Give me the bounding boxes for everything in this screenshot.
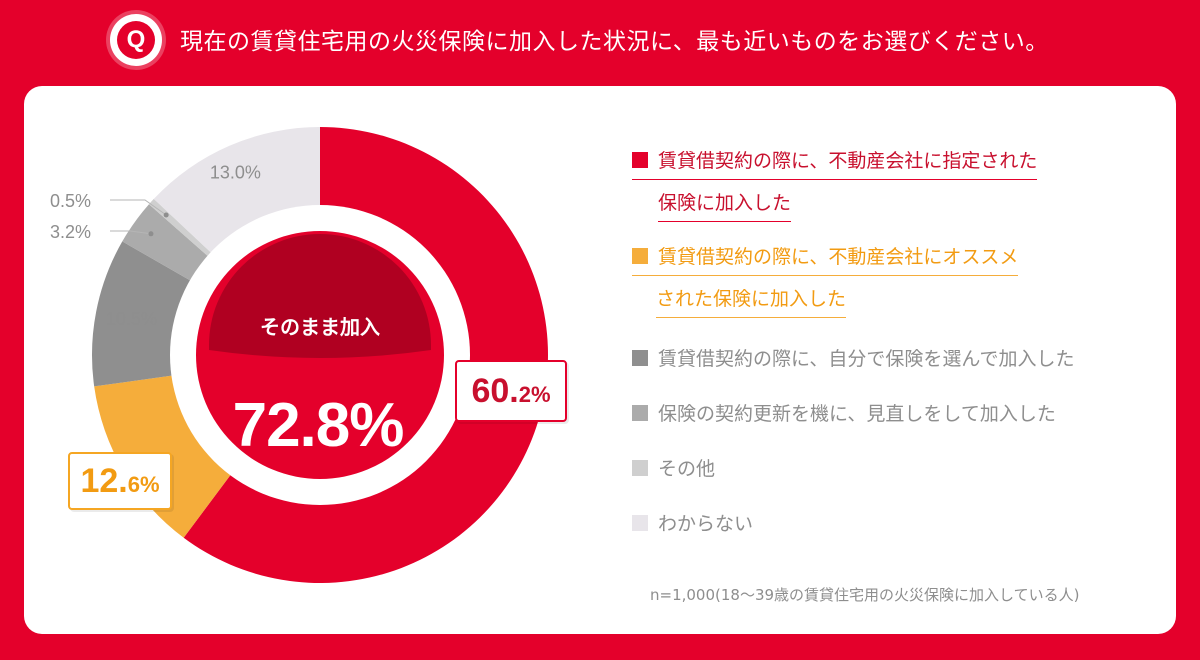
legend-swatch [632,459,648,476]
legend-label: 保険の契約更新を機に、見直しをして加入した [658,403,1056,425]
donut-slice [183,127,548,584]
donut-slice [92,241,192,387]
center-label-cap [209,234,431,358]
legend-item-self-selected: 賃貸借契約の際に、自分で保険を選んで加入した [632,344,1074,371]
legend-swatch [632,151,648,168]
slice-label: 13.0% [210,162,261,182]
legend-item-other: その他 [632,454,715,481]
callout-orange-small: 6% [127,472,160,497]
legend-swatch [632,514,648,531]
legend-label-cont: された保険に加入した [656,288,847,310]
legend-item-renewal: 保険の契約更新を機に、見直しをして加入した [632,399,1056,426]
legend-item-unknown: わからない [632,509,753,536]
leader-dot [163,212,169,218]
question-header: Q 現在の賃貸住宅用の火災保険に加入した状況に、最も近いものをお選びください。 [0,0,1200,86]
slice-labels: 13.0% 10.5% 0.5% 3.2% [50,162,261,329]
slice-label: 3.2% [50,222,91,242]
leader-line [110,199,167,216]
sample-note: n=1,000(18〜39歳の賃貸住宅用の火災保険に加入している人) [650,586,1080,604]
slice-label: 10.5% [106,309,157,329]
legend-label-cont: 保険に加入した [658,192,792,214]
callout-red-big: 60. [471,372,519,410]
legend-item-recommended: 賃貸借契約の際に、不動産会社にオススメ された保険に加入した [632,242,1019,318]
callout-orange-big: 12. [80,462,128,500]
legend-label: 賃貸借契約の際に、自分で保険を選んで加入した [658,348,1075,370]
center-value: 72.8% [233,391,404,460]
legend-swatch [632,247,648,264]
legend-swatch [632,349,648,366]
q-letter: Q [117,21,155,59]
slice-label: 0.5% [50,191,91,211]
q-badge-icon: Q [110,14,162,66]
legend-label: わからない [658,513,754,535]
donut-slice [122,204,209,282]
center-label: そのまま加入 [260,315,380,339]
callout-orange: 12.6% [68,452,172,510]
legend-label: 賃貸借契約の際に、不動産会社に指定された [658,150,1038,172]
question-text: 現在の賃貸住宅用の火災保険に加入した状況に、最も近いものをお選びください。 [180,29,1049,55]
legend-item-designated: 賃貸借契約の際に、不動産会社に指定された 保険に加入した [632,146,1038,222]
legend-label: その他 [658,458,716,480]
legend-swatch [632,404,648,421]
leader-line [110,230,152,235]
legend-label: 賃貸借契約の際に、不動産会社にオススメ [658,246,1019,268]
leader-lines [110,199,169,237]
leader-dot [148,231,154,237]
callout-red-small: 2% [518,382,551,407]
callout-red: 60.2% [455,360,567,422]
donut-slice [153,127,320,254]
